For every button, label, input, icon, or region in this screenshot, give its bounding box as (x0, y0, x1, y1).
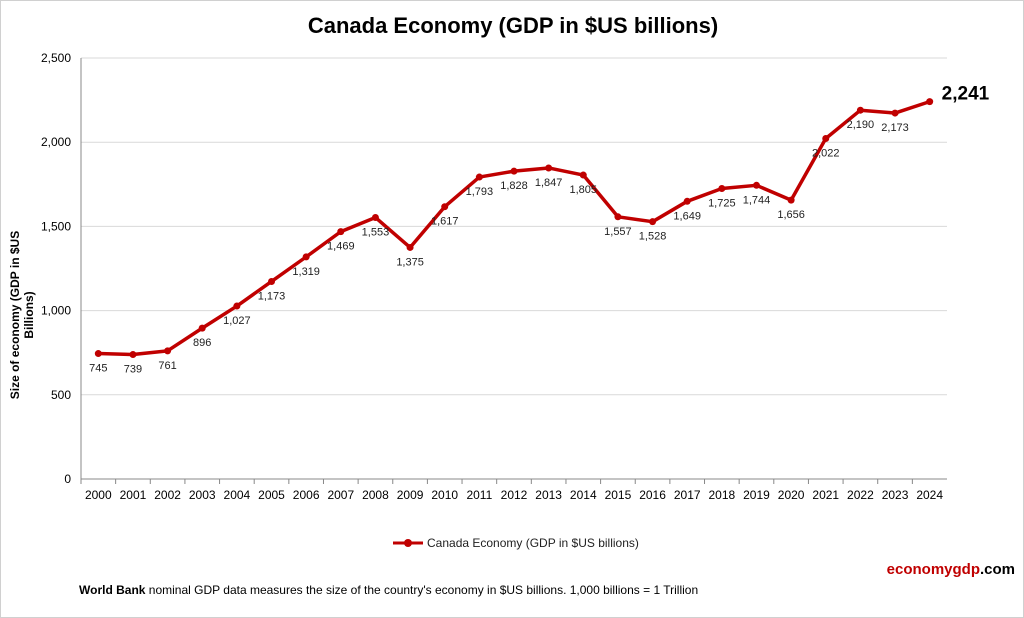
y-tick-label: 500 (51, 388, 71, 402)
data-label: 1,744 (743, 194, 771, 206)
x-tick-label: 2024 (916, 488, 943, 502)
data-label: 2,190 (847, 119, 875, 131)
x-tick-label: 2019 (743, 488, 770, 502)
data-point (475, 173, 483, 181)
data-label: 1,793 (466, 186, 494, 198)
legend: Canada Economy (GDP in $US billions) (393, 536, 639, 550)
data-point (822, 134, 830, 142)
data-point (510, 167, 518, 175)
data-point (268, 277, 276, 285)
x-tick-label: 2003 (189, 488, 216, 502)
x-tick-label: 2014 (570, 488, 597, 502)
x-tick-label: 2017 (674, 488, 701, 502)
data-point (752, 181, 760, 189)
x-tick-label: 2013 (535, 488, 562, 502)
footer-note: World Bank nominal GDP data measures the… (79, 583, 698, 597)
data-point (683, 197, 691, 205)
y-tick-label: 2,500 (41, 51, 71, 65)
data-point (545, 164, 553, 172)
data-label: 1,805 (570, 184, 598, 196)
data-point (337, 228, 345, 236)
x-tick-label: 2020 (778, 488, 805, 502)
brand-part2: .com (979, 561, 1015, 578)
data-point (302, 253, 310, 261)
data-label: 1,847 (535, 177, 563, 189)
x-tick-label: 2004 (224, 488, 251, 502)
x-tick-label: 2000 (85, 488, 112, 502)
legend-marker-icon (393, 539, 423, 547)
brand-logo[interactable]: economygdp.com (887, 561, 1015, 578)
data-label: 1,656 (777, 209, 805, 221)
data-point (371, 213, 379, 221)
x-tick-label: 2007 (327, 488, 354, 502)
data-point (718, 185, 726, 193)
data-label: 1,725 (708, 198, 736, 210)
data-label: 1,027 (223, 315, 251, 327)
data-label: 1,319 (292, 266, 320, 278)
x-tick-label: 2023 (882, 488, 909, 502)
data-label: 739 (124, 364, 142, 376)
data-point (406, 243, 414, 251)
data-label: 896 (193, 337, 211, 349)
y-tick-label: 1,500 (41, 219, 71, 233)
y-tick-label: 0 (64, 472, 71, 486)
chart-title: Canada Economy (GDP in $US billions) (307, 13, 719, 38)
data-point (787, 196, 795, 204)
y-tick-label: 2,000 (41, 135, 71, 149)
data-point (926, 98, 934, 106)
data-label: 1,173 (258, 290, 286, 302)
x-tick-label: 2005 (258, 488, 285, 502)
x-tick-label: 2011 (466, 488, 492, 502)
data-point (579, 171, 587, 179)
brand-part1: economygdp (886, 561, 980, 578)
data-label: 1,557 (604, 226, 632, 238)
data-point (129, 351, 137, 359)
data-point (164, 347, 172, 355)
data-label: 745 (89, 363, 107, 375)
data-point (94, 350, 102, 358)
x-tick-label: 2012 (501, 488, 528, 502)
data-point (441, 203, 449, 211)
y-tick-label: 1,000 (41, 304, 71, 318)
data-point (198, 324, 206, 332)
data-label: 1,469 (327, 241, 355, 253)
x-tick-label: 2008 (362, 488, 389, 502)
data-label: 1,528 (639, 231, 667, 243)
x-tick-label: 2010 (431, 488, 458, 502)
data-label: 1,617 (431, 216, 459, 228)
x-tick-label: 2009 (397, 488, 424, 502)
y-axis-label: Size of economy (GDP in $US Billions) (8, 230, 36, 400)
footer-source: World Bank (79, 583, 146, 597)
data-label: 1,375 (396, 256, 424, 268)
data-label: 1,553 (362, 226, 390, 238)
x-tick-label: 2018 (708, 488, 735, 502)
x-tick-label: 2001 (120, 488, 147, 502)
data-point (649, 218, 657, 226)
data-label: 761 (158, 360, 176, 372)
x-tick-label: 2015 (605, 488, 632, 502)
data-point (856, 106, 864, 114)
data-point (614, 213, 622, 221)
legend-label: Canada Economy (GDP in $US billions) (427, 536, 639, 550)
data-label: 2,173 (881, 122, 909, 134)
data-label: 1,828 (500, 180, 528, 192)
x-tick-label: 2022 (847, 488, 874, 502)
footer-text: nominal GDP data measures the size of th… (145, 583, 699, 597)
data-label: 2,241 (942, 84, 990, 105)
data-point (233, 302, 241, 310)
x-tick-label: 2002 (154, 488, 181, 502)
data-label: 1,649 (673, 210, 701, 222)
data-label: 2,022 (812, 147, 840, 159)
data-point (891, 109, 899, 117)
x-tick-label: 2006 (293, 488, 320, 502)
x-tick-label: 2021 (812, 488, 839, 502)
x-tick-label: 2016 (639, 488, 666, 502)
